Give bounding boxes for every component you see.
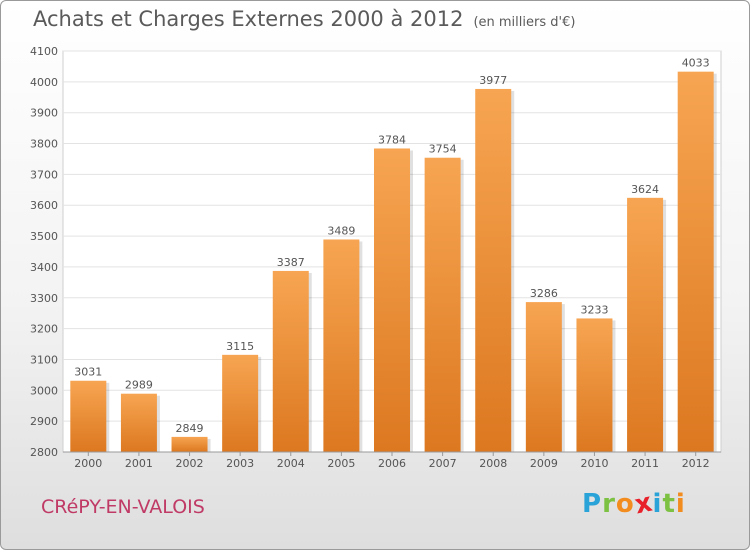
y-tick-label: 3500 — [30, 230, 58, 243]
x-tick-label: 2002 — [176, 457, 204, 470]
y-tick-label: 4100 — [30, 45, 58, 58]
bar-value-label: 3754 — [429, 143, 457, 156]
y-tick-label: 4000 — [30, 76, 58, 89]
chart-unit: (en milliers d'€) — [473, 15, 576, 30]
bar — [677, 71, 714, 452]
x-tick-label: 2008 — [479, 457, 507, 470]
y-tick-label: 3200 — [30, 323, 58, 336]
y-tick-label: 3400 — [30, 261, 58, 274]
x-tick-label: 2011 — [631, 457, 659, 470]
x-tick-label: 2004 — [277, 457, 305, 470]
y-tick-label: 2800 — [30, 446, 58, 459]
bar-value-label: 2849 — [176, 422, 204, 435]
bar-value-label: 3115 — [226, 340, 254, 353]
x-tick-label: 2009 — [530, 457, 558, 470]
bar — [222, 354, 259, 452]
logo-letter: i — [675, 489, 686, 519]
proxiti-logo: Proxiti — [582, 487, 686, 520]
bar-value-label: 4033 — [682, 57, 710, 70]
x-tick-label: 2012 — [682, 457, 710, 470]
bar-value-label: 3624 — [631, 183, 659, 196]
x-tick-label: 2010 — [580, 457, 608, 470]
bar-value-label: 3977 — [479, 74, 507, 87]
bar — [70, 380, 107, 452]
y-tick-label: 3100 — [30, 353, 58, 366]
bar-value-label: 3233 — [580, 303, 608, 316]
bar — [627, 197, 664, 452]
bar — [424, 157, 461, 452]
y-tick-label: 3700 — [30, 168, 58, 181]
y-tick-label: 3300 — [30, 292, 58, 305]
bar-value-label: 3387 — [277, 256, 305, 269]
bar — [120, 393, 157, 452]
x-tick-label: 2001 — [125, 457, 153, 470]
x-tick-label: 2007 — [429, 457, 457, 470]
y-tick-label: 3800 — [30, 138, 58, 151]
x-tick-label: 2006 — [378, 457, 406, 470]
bar — [323, 239, 360, 452]
logo-letter: t — [662, 489, 676, 519]
x-tick-label: 2005 — [327, 457, 355, 470]
y-tick-label: 2900 — [30, 415, 58, 428]
bar — [374, 148, 410, 452]
bar — [525, 302, 562, 452]
bar — [475, 88, 512, 453]
logo-letter: o — [615, 489, 635, 519]
logo-letter: P — [582, 489, 603, 519]
chart-title: Achats et Charges Externes 2000 à 2012 — [33, 7, 464, 31]
y-tick-label: 3600 — [30, 199, 58, 212]
x-tick-label: 2003 — [226, 457, 254, 470]
bar — [272, 270, 309, 452]
logo-letter: r — [602, 489, 616, 519]
bar-value-label: 3286 — [530, 287, 558, 300]
commune-name: CRéPY-EN-VALOIS — [41, 496, 205, 518]
x-tick-label: 2000 — [74, 457, 102, 470]
y-tick-label: 3900 — [30, 107, 58, 120]
bar-value-label: 3784 — [378, 133, 406, 146]
y-tick-label: 3000 — [30, 384, 58, 397]
bar — [576, 318, 613, 452]
bar-value-label: 2989 — [125, 379, 153, 392]
chart-title-block: Achats et Charges Externes 2000 à 2012 (e… — [33, 7, 575, 31]
bar-value-label: 3489 — [327, 224, 355, 237]
logo-letter: i — [652, 489, 663, 519]
bar — [171, 436, 208, 452]
bar-value-label: 3031 — [74, 366, 102, 379]
